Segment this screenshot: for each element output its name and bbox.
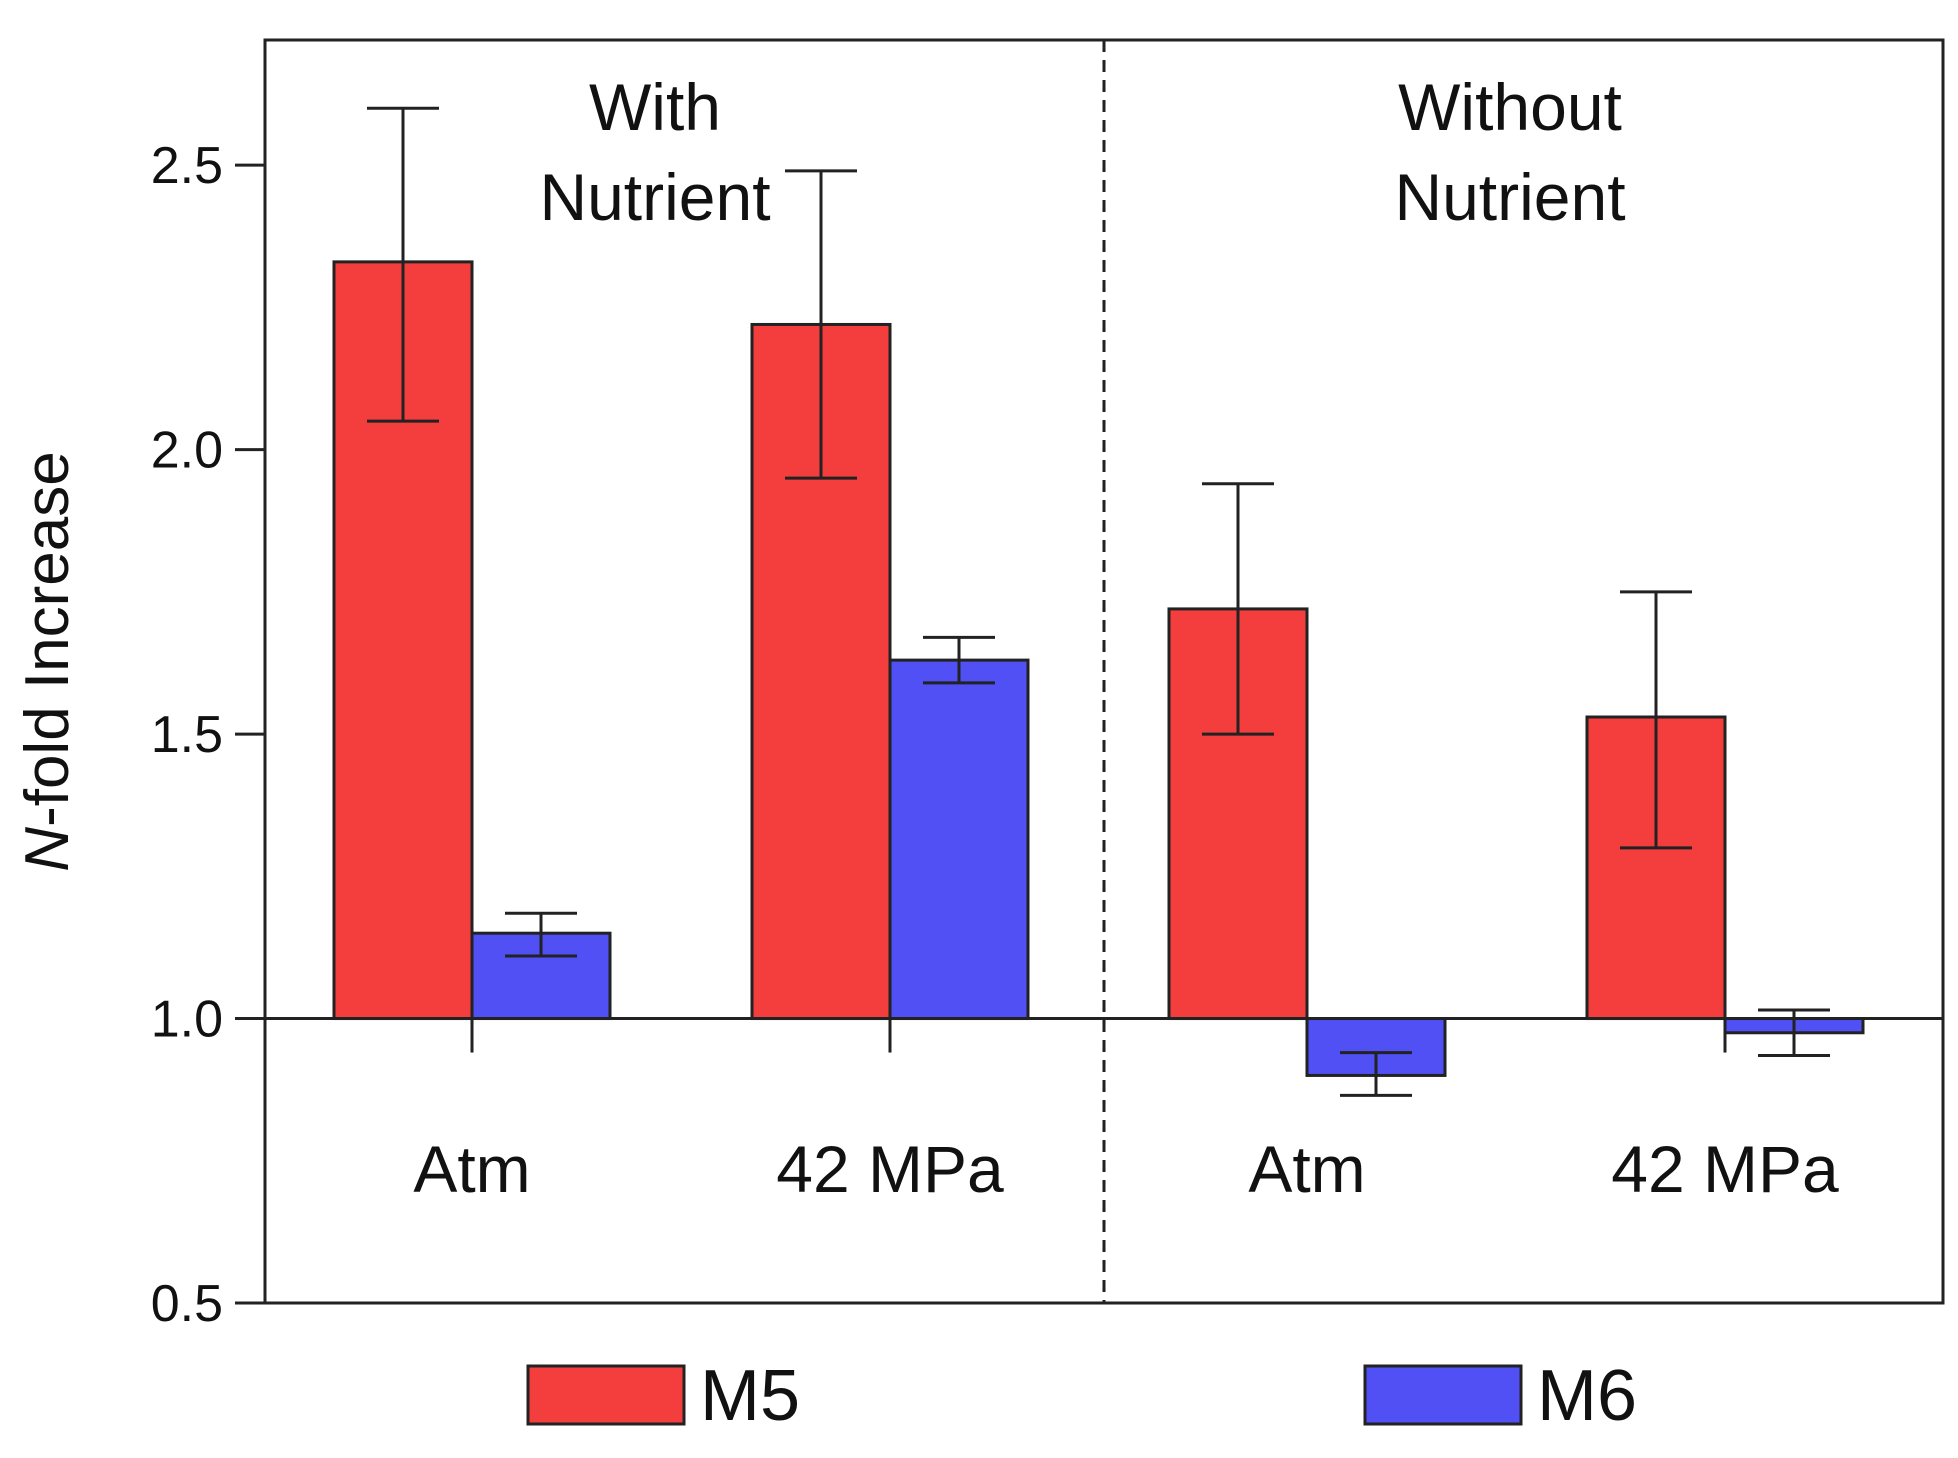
axes: 0.5 1.0 1.5 2.0 2.5 [151, 137, 1943, 1333]
legend-swatch [1363, 1364, 1523, 1426]
y-axis-label: N-fold Increase [13, 451, 82, 871]
errorbar-m6-3 [1340, 1051, 1412, 1097]
panel-label-line: With [589, 70, 721, 144]
y-axis-label-rest: -fold Increase [13, 451, 82, 827]
panel-label-line: Nutrient [1394, 160, 1625, 234]
panel-label-line: Nutrient [539, 160, 770, 234]
category-label: 42 MPa [1611, 1132, 1839, 1206]
y-tick-label: 2.0 [151, 422, 223, 480]
legend-label: M6 [1537, 1356, 1637, 1436]
legend-item-m6: M6 [1363, 1356, 1637, 1436]
labels: N-fold Increase Atm 42 MPa Atm 42 MPa With Nut… [13, 70, 1839, 1206]
bars [332, 260, 1865, 1077]
y-axis-label-italic: N [13, 827, 82, 872]
error-bars [367, 106, 1830, 1097]
y-tick-label: 0.5 [151, 1275, 223, 1333]
errorbar-m6-2 [923, 635, 995, 685]
category-label: Atm [413, 1132, 530, 1206]
bar-m6-2 [888, 658, 1030, 1021]
legend-swatch [526, 1364, 686, 1426]
errorbar-m5-4 [1620, 590, 1692, 850]
errorbar-m6-1 [505, 911, 577, 958]
legend: M5 M6 [526, 1356, 1637, 1436]
legend-item-m5: M5 [526, 1356, 800, 1436]
y-tick-label: 1.0 [151, 991, 223, 1049]
errorbar-m5-3 [1202, 482, 1274, 736]
panel-label-line: Without [1398, 70, 1622, 144]
category-label: 42 MPa [776, 1132, 1004, 1206]
legend-label: M5 [700, 1356, 800, 1436]
category-label: Atm [1248, 1132, 1365, 1206]
y-tick-label: 1.5 [151, 706, 223, 764]
y-tick-label: 2.5 [151, 137, 223, 195]
errorbar-m5-2 [785, 169, 857, 480]
errorbar-m5-1 [367, 106, 439, 423]
plot-frame [263, 38, 1945, 1305]
